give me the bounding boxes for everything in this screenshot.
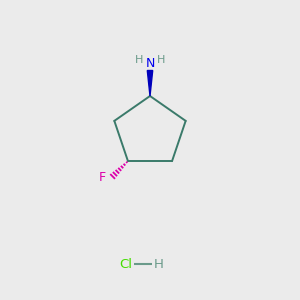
Polygon shape <box>147 70 153 96</box>
Text: H: H <box>157 55 166 65</box>
Text: N: N <box>145 57 155 70</box>
Text: F: F <box>99 170 106 184</box>
Text: H: H <box>154 257 164 271</box>
Text: H: H <box>134 55 143 65</box>
Text: Cl: Cl <box>119 257 132 271</box>
